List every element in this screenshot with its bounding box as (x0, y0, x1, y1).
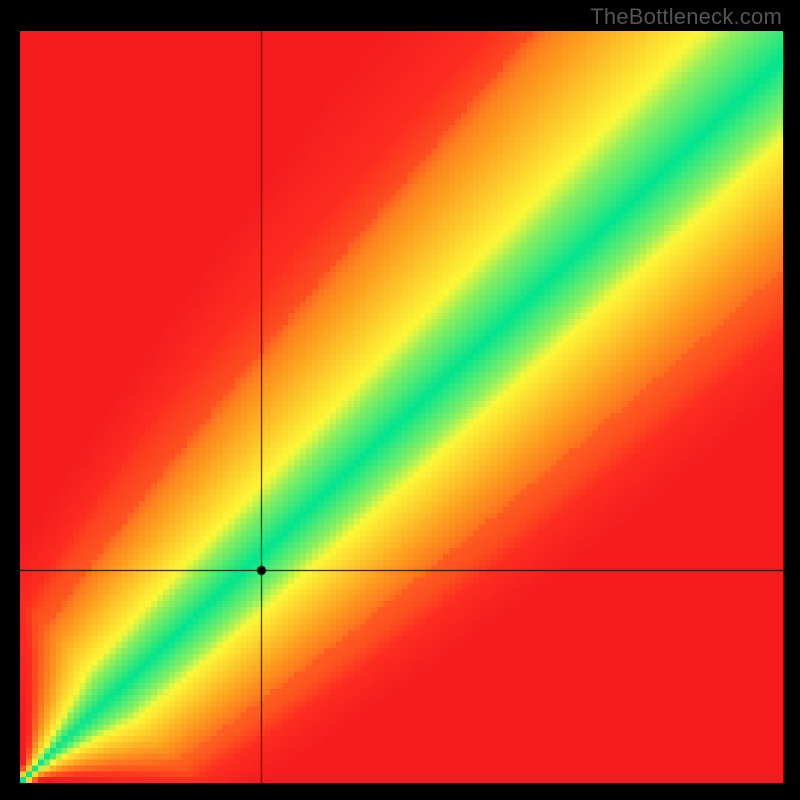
watermark-label: TheBottleneck.com (590, 4, 782, 30)
chart-container: TheBottleneck.com (0, 0, 800, 800)
crosshair-overlay (20, 31, 783, 783)
